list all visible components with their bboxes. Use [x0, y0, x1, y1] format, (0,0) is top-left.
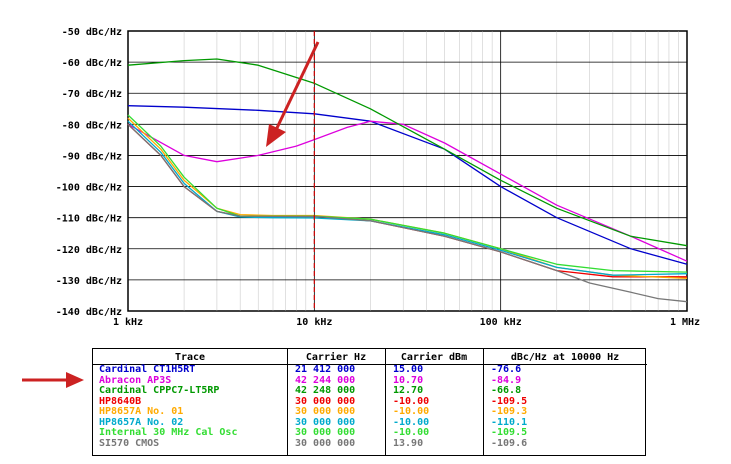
- table-cell-dbm: -10.00: [393, 406, 430, 417]
- series-line-1: [127, 120, 688, 262]
- table-cell-trace: Cardinal CT1H5RT: [99, 364, 196, 375]
- column-carrier-dbm: 15.00 10.70 12.70 -10.00 -10.00 -10.00 -10.00 1…: [393, 364, 430, 449]
- table-cell-trace: SI570 CMOS: [99, 437, 160, 449]
- table-cell-trace: HP8640B: [99, 395, 142, 407]
- x-tick-label: 100 kHz: [480, 317, 522, 328]
- table-cell-dbc: -109.3: [491, 406, 528, 417]
- column-dbc: -76.6 -84.9 -66.8 -109.5 -109.3 -110.1 -109.5-…: [491, 364, 528, 449]
- table-cell-hz: 30 000 000: [295, 416, 356, 428]
- column-carrier-hz: 21 412 000 42 244 000 42 248 000 30 000 000…: [295, 364, 356, 449]
- table-cell-hz: 30 000 000: [295, 395, 356, 407]
- table-cell-trace: HP8657A No. 02: [99, 416, 184, 428]
- table-header-dbc: dBc/Hz at 10000 Hz: [483, 351, 647, 365]
- plot-grid: [127, 30, 688, 312]
- table-cell-dbc: -84.9: [491, 374, 522, 386]
- table-cell-dbm: -10.00: [393, 395, 430, 407]
- table-cell-dbm: 15.00: [393, 364, 424, 375]
- y-tick-label: -100 dBc/Hz: [56, 183, 122, 194]
- table-cell-hz: 21 412 000: [295, 364, 356, 375]
- series-line-0: [127, 105, 688, 265]
- table-cell-trace: HP8657A No. 01: [99, 406, 184, 417]
- table-header-trace: Trace: [93, 351, 287, 365]
- phase-noise-plot: -50 dBc/Hz -60 dBc/Hz -70 dBc/Hz -80 dBc/Hz…: [56, 27, 700, 328]
- table-cell-dbm: -10.00: [393, 416, 430, 428]
- series-line-7: [127, 123, 688, 303]
- table-cell-hz: 42 248 000: [295, 385, 356, 396]
- table-cell-dbc: -109.5: [491, 427, 528, 438]
- table-header-carrier-hz: Carrier Hz: [287, 351, 385, 365]
- series-lines: [127, 58, 688, 303]
- arrow-shaft: [274, 41, 320, 131]
- table-cell-dbc: -66.8: [491, 385, 522, 396]
- x-tick-label: 1 kHz: [113, 317, 143, 328]
- table-cell-dbc: -110.1: [491, 416, 528, 428]
- y-tick-label: -80 dBc/Hz: [62, 120, 122, 131]
- y-tick-label: -50 dBc/Hz: [62, 27, 122, 38]
- table-cell-dbc: -109.5: [491, 395, 528, 407]
- table-cell-dbm: -10.00: [393, 427, 430, 438]
- y-tick-label: -140 dBc/Hz: [56, 307, 122, 318]
- y-tick-label: -120 dBc/Hz: [56, 245, 122, 256]
- arrow-head: [266, 124, 286, 147]
- table-cell-dbc: -109.6: [491, 437, 528, 449]
- table-cell-hz: 30 000 000: [295, 437, 356, 449]
- table-cell-dbm: 10.70: [393, 374, 424, 386]
- table-cell-trace: Cardinal CPPC7-LT5RP: [99, 385, 220, 396]
- y-tick-label: -130 dBc/Hz: [56, 276, 122, 287]
- table-cell-hz: 30 000 000: [295, 427, 356, 438]
- annotation-arrow-plot: [266, 41, 320, 147]
- table-header-carrier-dbm: Carrier dBm: [385, 351, 483, 365]
- x-tick-label: 1 MHz: [670, 317, 700, 328]
- y-tick-label: -60 dBc/Hz: [62, 58, 122, 69]
- y-tick-label: -110 dBc/Hz: [56, 214, 122, 225]
- x-axis-ticks: 1 kHz 10 kHz 100 kHz 1 MHz: [113, 317, 700, 328]
- table-cell-hz: 30 000 000: [295, 406, 356, 417]
- arrow-head: [66, 372, 84, 388]
- table-cell-dbm: 12.70: [393, 385, 424, 396]
- table-cell-trace: Abracon AP3S: [99, 374, 172, 386]
- plot-frame: [127, 30, 688, 312]
- table-cell-hz: 42 244 000: [295, 374, 356, 386]
- column-trace: Cardinal CT1H5RT Abracon AP3S Cardinal CPP…: [99, 364, 238, 449]
- x-tick-label: 10 kHz: [296, 317, 332, 328]
- trace-table: Trace Carrier Hz Carrier dBm dBc/Hz at 1…: [92, 348, 647, 456]
- series-line-2: [127, 58, 688, 247]
- annotation-arrow-table: [22, 372, 84, 388]
- y-tick-label: -90 dBc/Hz: [62, 151, 122, 162]
- table-cell-dbm: 13.90: [393, 437, 424, 449]
- y-axis-ticks: -50 dBc/Hz -60 dBc/Hz -70 dBc/Hz -80 dBc/Hz…: [56, 27, 122, 318]
- y-tick-label: -70 dBc/Hz: [62, 89, 122, 100]
- table-cell-trace: Internal 30 MHz Cal Osc: [99, 427, 238, 438]
- table-cell-dbc: -76.6: [491, 364, 522, 375]
